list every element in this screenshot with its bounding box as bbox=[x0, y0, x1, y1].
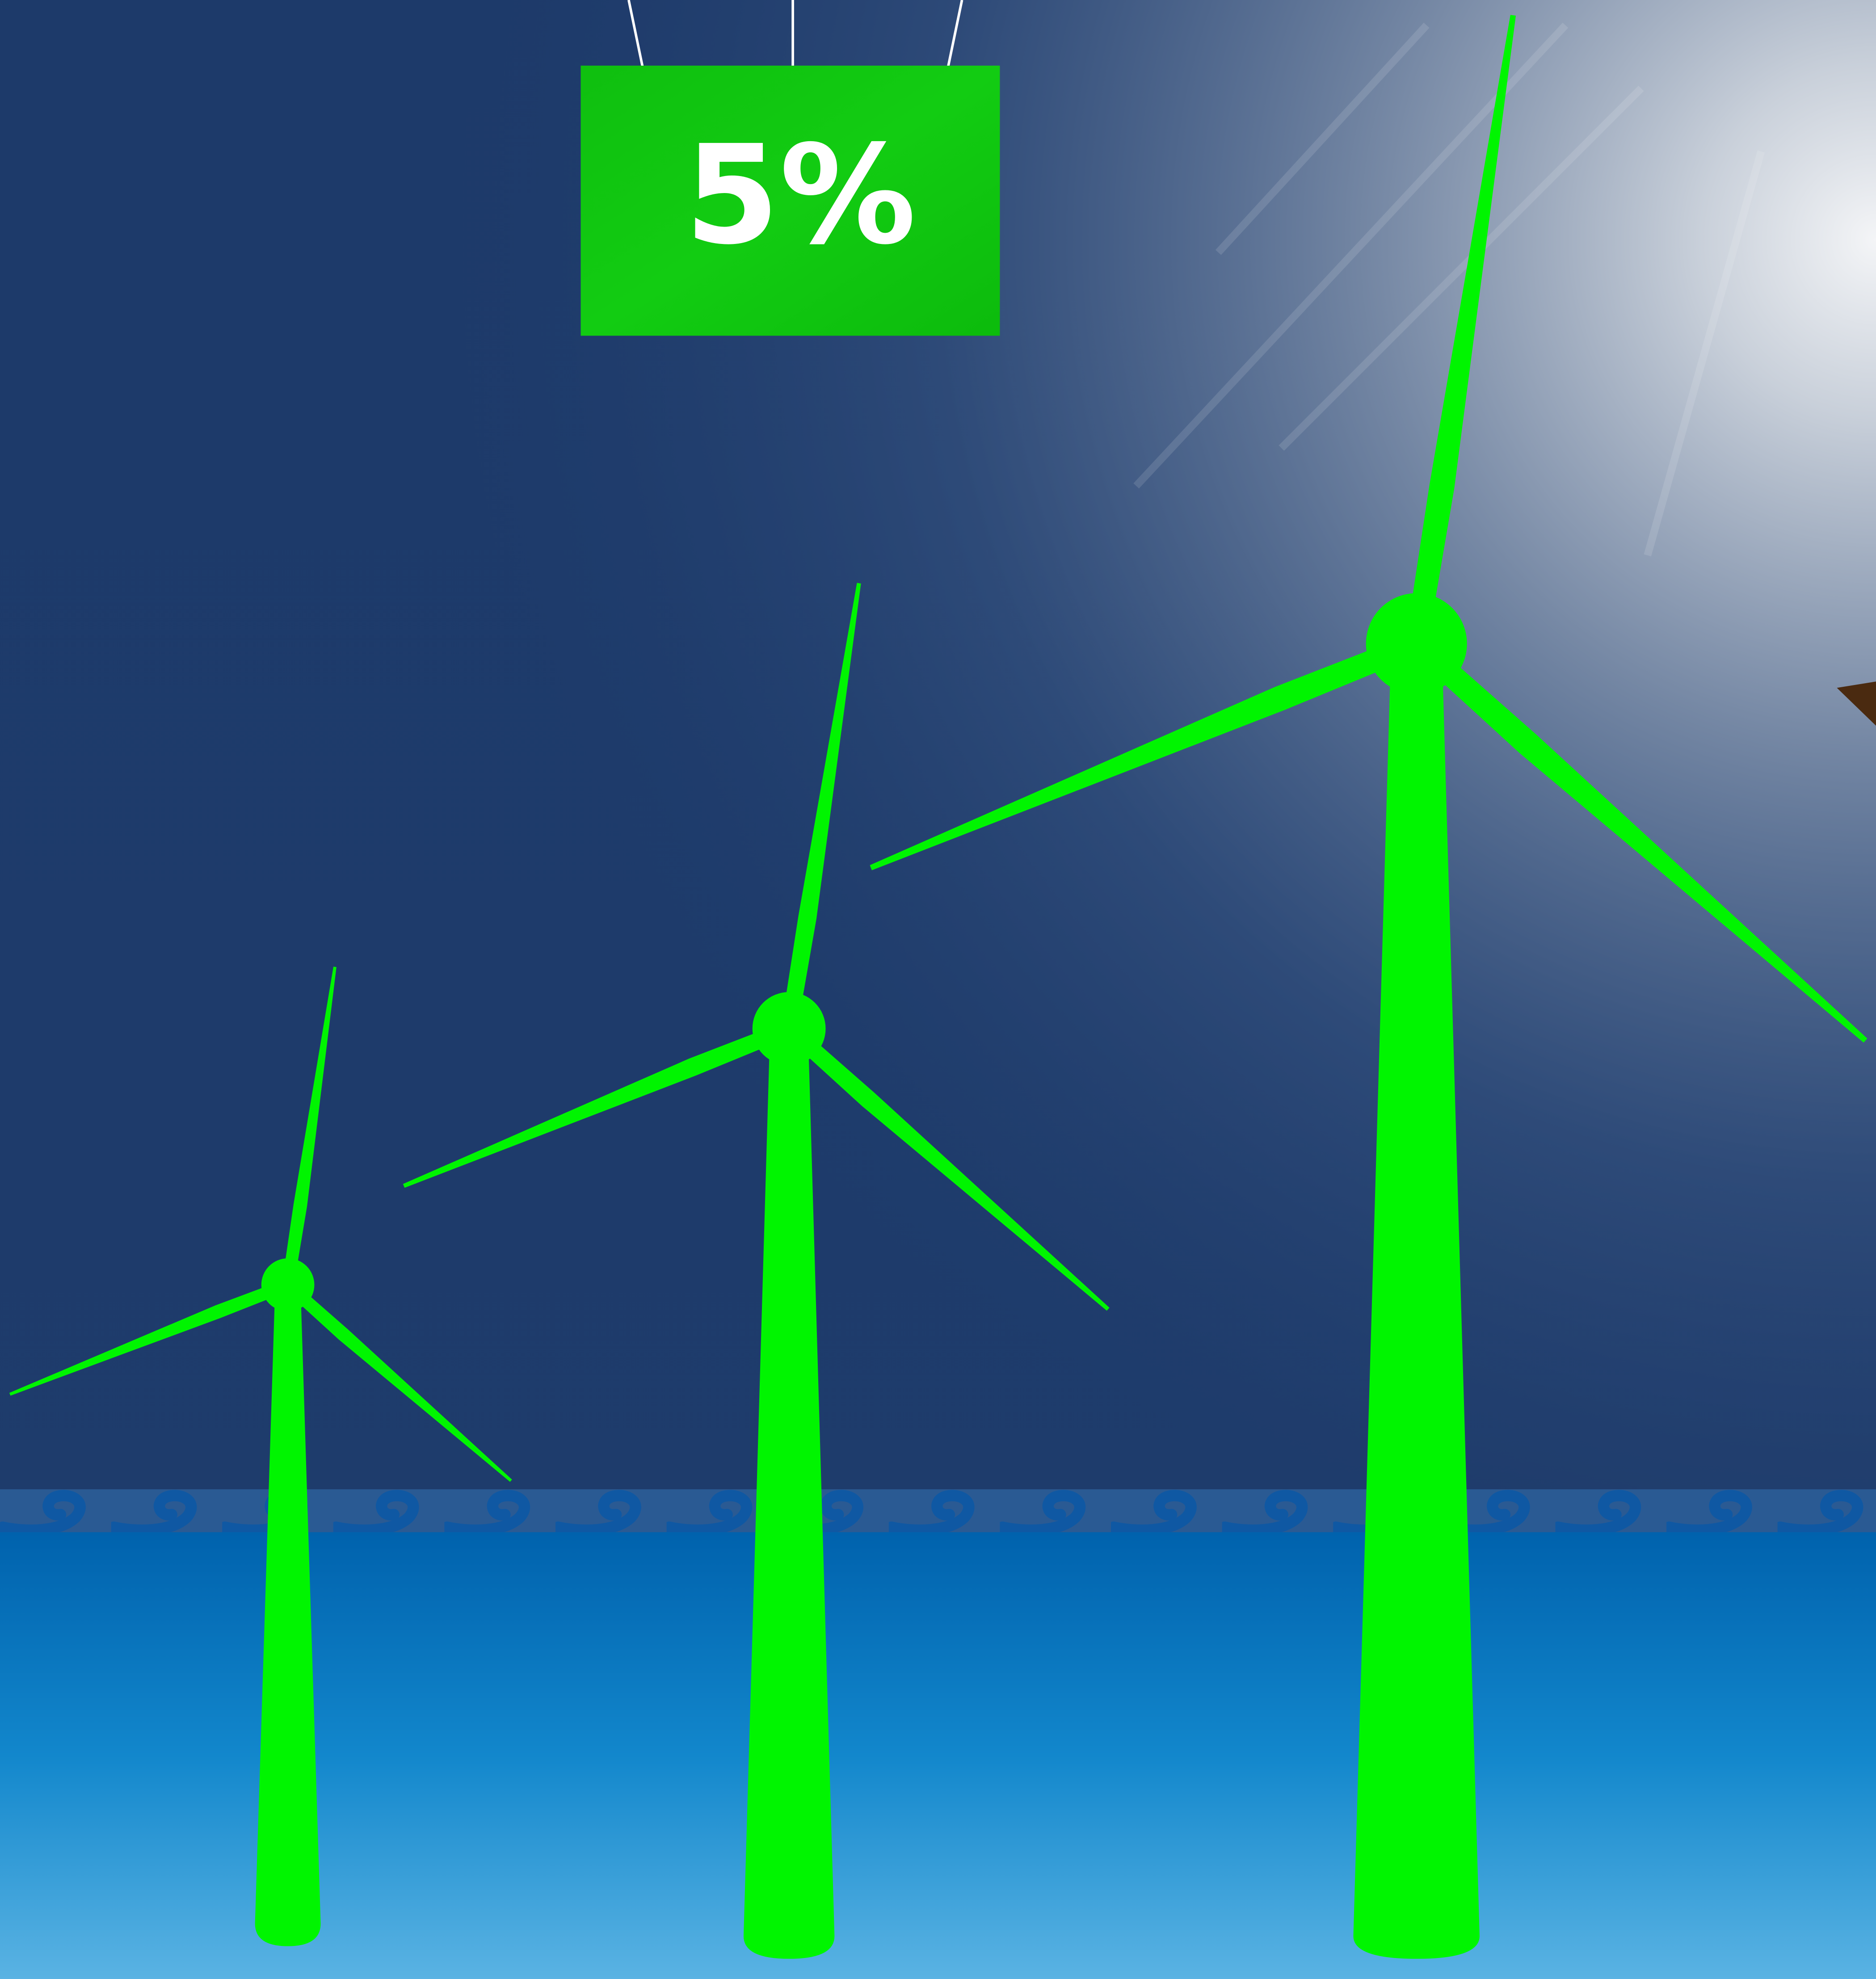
wind-turbine bbox=[870, 15, 1868, 1959]
sign bbox=[580, 65, 1000, 336]
wind-turbine bbox=[9, 966, 512, 1946]
turbine-blade bbox=[284, 1280, 512, 1482]
turbine-blade bbox=[282, 966, 337, 1286]
sun-ray bbox=[1279, 85, 1644, 451]
wind-turbine bbox=[403, 583, 1110, 1959]
turbine-blade bbox=[781, 583, 861, 1030]
turbine-blade bbox=[1405, 15, 1516, 646]
turbine-tower bbox=[743, 1029, 835, 1959]
turbine-hub bbox=[261, 1258, 315, 1311]
turbine-blade bbox=[1409, 635, 1868, 1043]
sun-ray bbox=[1215, 22, 1430, 255]
sun-ray bbox=[1644, 150, 1765, 557]
sign-string bbox=[946, 0, 963, 67]
sign-string bbox=[627, 0, 644, 67]
turbine-tower bbox=[1353, 643, 1480, 1959]
sun-ray bbox=[1133, 22, 1569, 489]
turbines bbox=[9, 15, 1868, 1959]
turbine-blade bbox=[403, 1021, 792, 1188]
turbine-blade bbox=[870, 633, 1421, 870]
distant-object bbox=[1837, 681, 1876, 726]
sign-label: 5% bbox=[685, 116, 916, 274]
wave-band bbox=[0, 1489, 1876, 1540]
turbine-blade bbox=[783, 1022, 1110, 1311]
turbine-hub bbox=[752, 992, 826, 1065]
sun-rays bbox=[1133, 22, 1765, 557]
turbine-blade bbox=[9, 1279, 290, 1396]
sign-strings bbox=[627, 0, 963, 67]
turbine-tower bbox=[255, 1285, 321, 1946]
turbine-hub bbox=[1366, 593, 1467, 694]
